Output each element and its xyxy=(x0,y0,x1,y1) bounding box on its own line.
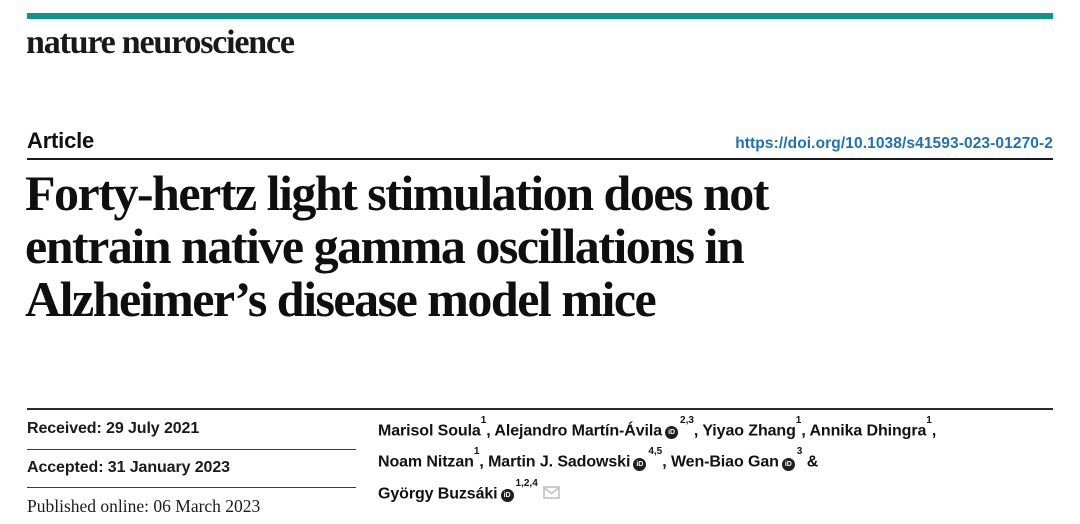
article-type-label: Article xyxy=(27,128,95,153)
author-name: Annika Dhingra xyxy=(809,422,927,440)
title-line-3: Alzheimer’s disease model mice xyxy=(25,271,657,327)
doi-link[interactable]: https://doi.org/10.1038/s41593-023-01270… xyxy=(735,135,1053,152)
article-divider-rule xyxy=(27,158,1053,160)
affiliation-superscript: 1,2,4 xyxy=(515,477,538,489)
affiliation-superscript: 1 xyxy=(795,415,802,426)
author-separator: , xyxy=(662,453,671,471)
affiliation-superscript: 1 xyxy=(480,415,487,426)
author-line-2: Noam Nitzan1, Martin J. Sadowski iD4,5, W… xyxy=(378,444,1048,475)
author-separator: , xyxy=(693,422,703,440)
affiliation-superscript: 1 xyxy=(473,446,480,458)
published-date: Published online: 06 March 2023 xyxy=(27,496,261,516)
orcid-icon[interactable]: iD xyxy=(781,457,795,471)
journal-masthead: nature neuroscience xyxy=(26,24,295,61)
title-line-2: entrain native gamma oscillations in xyxy=(25,218,745,274)
author-separator: , xyxy=(486,422,495,440)
author-name: Alejandro Martín-Ávila xyxy=(494,422,663,440)
email-icon[interactable] xyxy=(542,481,560,508)
paper-title: Forty-hertz light stimulation does not en… xyxy=(25,167,1025,326)
orcid-icon[interactable]: iD xyxy=(633,457,647,471)
affiliation-superscript: 4,5 xyxy=(648,446,663,458)
author-name: Yiyao Zhang xyxy=(702,422,796,440)
author-separator: , xyxy=(931,422,937,440)
affiliation-superscript: 3 xyxy=(796,446,803,458)
history-divider xyxy=(27,449,356,450)
received-date: Received: 29 July 2021 xyxy=(27,420,200,437)
affiliation-superscript: 1 xyxy=(926,415,932,426)
history-divider xyxy=(27,487,356,488)
affiliation-superscript: 2,3 xyxy=(680,415,694,426)
author-line-3: György Buzsáki iD1,2,4 xyxy=(378,476,1048,508)
journal-accent-bar xyxy=(27,13,1053,19)
author-list: Marisol Soula1, Alejandro Martín-Ávila iD… xyxy=(378,413,1048,508)
author-name: Marisol Soula xyxy=(378,422,481,440)
author-name: György Buzsáki xyxy=(378,484,498,502)
article-header-row: Article https://doi.org/10.1038/s41593-0… xyxy=(27,128,1053,154)
orcid-icon[interactable]: iD xyxy=(665,426,679,440)
title-line-1: Forty-hertz light stimulation does not xyxy=(25,165,769,221)
author-name: Wen-Biao Gan xyxy=(670,453,779,471)
author-line-1: Marisol Soula1, Alejandro Martín-Ávila iD… xyxy=(378,413,1048,444)
author-separator: , xyxy=(479,453,489,471)
meta-top-rule xyxy=(27,408,1053,410)
accepted-date: Accepted: 31 January 2023 xyxy=(27,459,230,476)
author-separator: & xyxy=(802,453,819,471)
author-name: Noam Nitzan xyxy=(378,453,474,471)
author-separator: , xyxy=(801,422,810,440)
orcid-icon[interactable]: iD xyxy=(500,488,514,502)
author-name: Martin J. Sadowski xyxy=(488,453,631,471)
